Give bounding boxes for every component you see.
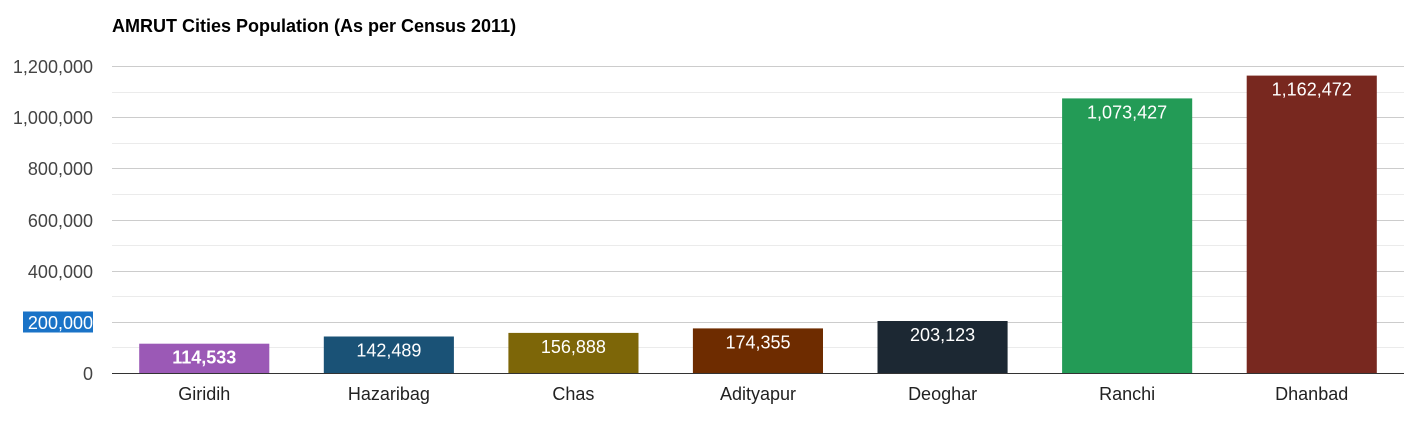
tick-label-highlight (23, 311, 93, 333)
y-tick-label: 800,000 (28, 159, 93, 179)
x-category-label: Ranchi (1099, 384, 1155, 404)
data-label: 114,533 (172, 348, 236, 368)
gridlines (112, 66, 1404, 348)
data-labels: 114,533 142,489 156,888 174,355 203,123 1,073… (172, 80, 1351, 368)
x-category-label: Dhanbad (1275, 384, 1348, 404)
data-label: 174,355 (725, 332, 790, 352)
bar-ranchi (1062, 98, 1193, 374)
data-label: 156,888 (541, 337, 606, 357)
x-category-label: Hazaribag (348, 384, 430, 404)
y-axis-ticks: 0 200,000 400,000 600,000 800,000 1,000,000 1,… (13, 57, 93, 384)
y-tick-label: 0 (83, 364, 93, 384)
y-tick-label: 1,000,000 (13, 108, 93, 128)
data-label: 203,123 (910, 325, 975, 345)
bar-hazaribag (323, 336, 454, 373)
bar-adityapur (692, 328, 823, 373)
x-axis-categories: Giridih Hazaribag Chas Adityapur Deoghar Ranc… (178, 384, 1348, 404)
y-tick-label: 1,200,000 (13, 57, 93, 77)
data-label: 1,073,427 (1087, 102, 1167, 122)
y-tick-label: 200,000 (28, 313, 93, 333)
bar-giridih (139, 343, 270, 373)
x-category-label: Adityapur (720, 384, 796, 404)
chart-title: AMRUT Cities Population (As per Census 2… (112, 16, 516, 36)
x-category-label: Chas (552, 384, 594, 404)
bar-deoghar (877, 321, 1008, 373)
y-tick-label: 400,000 (28, 262, 93, 282)
bars (139, 75, 1377, 374)
data-label: 1,162,472 (1272, 80, 1352, 100)
x-category-label: Deoghar (908, 384, 977, 404)
bar-dhanbad (1246, 75, 1377, 373)
y-tick-label: 600,000 (28, 211, 93, 231)
bar-chas (508, 332, 639, 373)
data-label: 142,489 (356, 341, 421, 361)
x-category-label: Giridih (178, 384, 230, 404)
